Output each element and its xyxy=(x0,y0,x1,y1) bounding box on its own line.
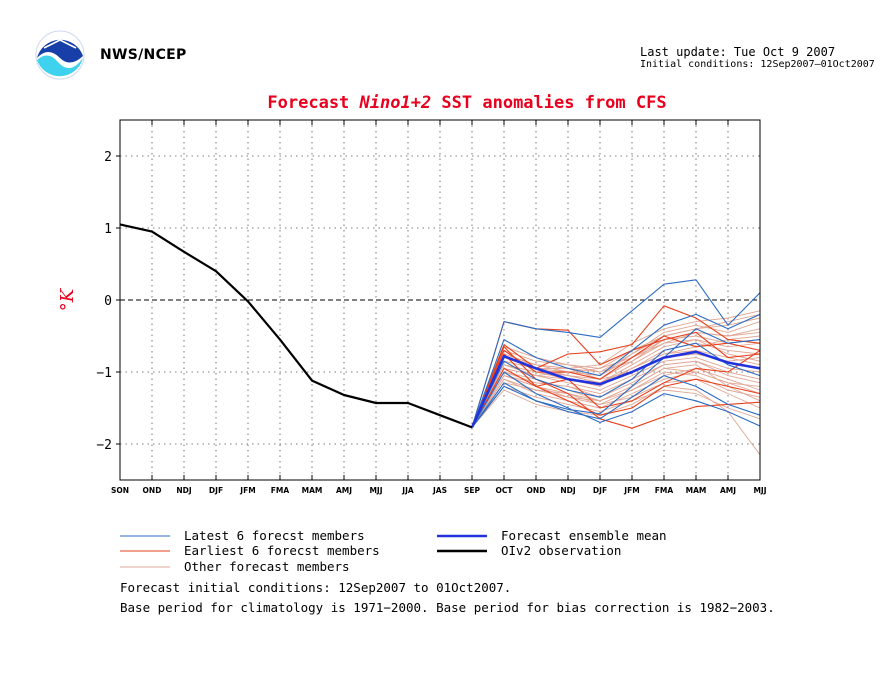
observation-line xyxy=(119,223,473,429)
other-member-line xyxy=(471,385,761,456)
latest-member-line xyxy=(471,313,761,428)
x-tick-label: SEP xyxy=(464,486,481,495)
ensemble-mean-line xyxy=(470,350,761,428)
other-member-line xyxy=(471,335,761,428)
earliest-member-line xyxy=(471,335,761,428)
other-member-line xyxy=(471,367,761,428)
chart-title-part: Forecast xyxy=(267,93,359,113)
other-member-line xyxy=(471,317,761,428)
x-tick-label: MAM xyxy=(686,486,707,495)
footer-line-2: Base period for climatology is 1971−2000… xyxy=(120,600,775,615)
other-member-line xyxy=(471,339,761,428)
x-tick-label: JAS xyxy=(432,486,447,495)
last-update: Last update: Tue Oct 9 2007 xyxy=(640,45,836,59)
x-tick-label: SON xyxy=(111,486,129,495)
x-tick-label: NDJ xyxy=(560,486,576,495)
latest-member-line xyxy=(471,342,761,428)
x-tick-label: DJF xyxy=(209,486,223,495)
x-tick-label: FMA xyxy=(271,486,290,495)
y-tick-label: 1 xyxy=(104,222,112,237)
y-tick-label: −1 xyxy=(96,366,112,381)
y-tick-label: −2 xyxy=(96,438,112,453)
chart-title: Forecast Nino1+2 SST anomalies from CFS xyxy=(267,93,666,113)
x-tick-label: MAM xyxy=(302,486,323,495)
chart-title-part: SST anomalies from CFS xyxy=(431,93,666,113)
x-tick-label: AMJ xyxy=(336,486,352,495)
y-tick-label: 0 xyxy=(104,294,112,309)
initial-conditions: Initial conditions: 12Sep2007–01Oct2007 xyxy=(640,59,875,70)
y-tick-label: 2 xyxy=(104,150,112,165)
x-tick-label: JFM xyxy=(623,486,639,495)
org-label: NWS/NCEP xyxy=(100,47,187,63)
latest-member-line xyxy=(471,328,761,428)
latest-member-line xyxy=(471,375,761,428)
x-tick-label: OND xyxy=(527,486,546,495)
latest-member-line xyxy=(471,371,761,428)
x-tick-label: MJJ xyxy=(369,486,382,495)
x-tick-label: JJA xyxy=(401,486,414,495)
x-tick-label: NDJ xyxy=(176,486,192,495)
earliest-member-line xyxy=(471,349,761,428)
x-tick-label: OND xyxy=(143,486,162,495)
x-tick-label: DJF xyxy=(593,486,607,495)
plot-frame xyxy=(119,119,761,481)
x-tick-label: AMJ xyxy=(720,486,736,495)
x-tick-label: OCT xyxy=(496,486,514,495)
earliest-member-line xyxy=(471,305,761,428)
x-tick-label: FMA xyxy=(655,486,674,495)
latest-member-line xyxy=(471,279,761,428)
other-member-line xyxy=(471,385,761,428)
other-member-line xyxy=(471,360,761,428)
legend-label: Forecast ensemble mean xyxy=(501,528,667,543)
noaa-logo-icon xyxy=(35,30,85,80)
legend-label: Earliest 6 forecst members xyxy=(184,543,380,558)
legend-label: Other forecast members xyxy=(184,559,350,574)
x-tick-label: JFM xyxy=(239,486,255,495)
x-tick-label: MJJ xyxy=(753,486,766,495)
legend-label: Latest 6 forecst members xyxy=(184,528,365,543)
other-member-line xyxy=(471,335,761,428)
footer-line-1: Forecast initial conditions: 12Sep2007 t… xyxy=(120,580,512,595)
other-member-line xyxy=(471,367,761,428)
y-axis-label: °K xyxy=(57,287,78,311)
legend-label: OIv2 observation xyxy=(501,543,621,558)
chart-title-part: Nino1+2 xyxy=(359,93,432,113)
